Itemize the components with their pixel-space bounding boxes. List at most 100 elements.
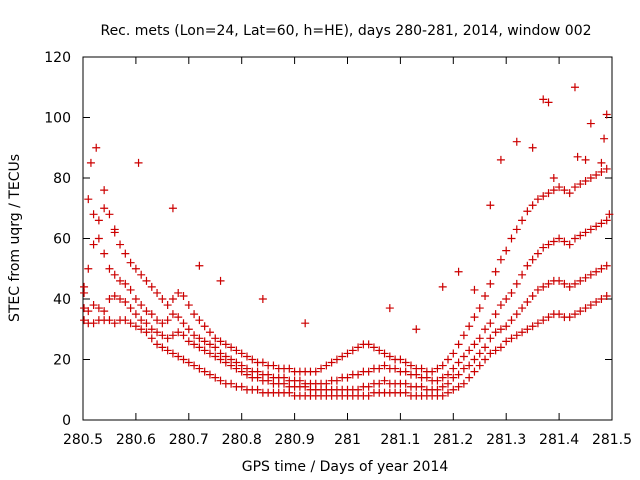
- data-point: [153, 340, 162, 349]
- data-point: [597, 219, 606, 228]
- data-point: [200, 346, 209, 355]
- data-point: [549, 237, 558, 246]
- y-tick-label: 80: [53, 171, 71, 187]
- data-point: [163, 334, 172, 343]
- data-point: [544, 313, 553, 322]
- data-point: [518, 328, 527, 337]
- data-point: [533, 249, 542, 258]
- data-point: [332, 355, 341, 364]
- data-point: [576, 276, 585, 285]
- data-point: [195, 261, 204, 270]
- x-tick-label: 280.9: [275, 432, 315, 448]
- data-point: [496, 155, 505, 164]
- data-point: [84, 195, 93, 204]
- data-point: [147, 325, 156, 334]
- data-point: [89, 301, 98, 310]
- data-point: [496, 343, 505, 352]
- data-point: [491, 310, 500, 319]
- data-point: [465, 346, 474, 355]
- data-point: [322, 361, 331, 370]
- data-point: [444, 355, 453, 364]
- data-point: [502, 337, 511, 346]
- data-point: [348, 346, 357, 355]
- data-point: [481, 355, 490, 364]
- data-point: [92, 143, 101, 152]
- data-point: [549, 186, 558, 195]
- data-point: [126, 319, 135, 328]
- data-point: [581, 177, 590, 186]
- data-point: [131, 295, 140, 303]
- data-point: [195, 334, 204, 343]
- data-point: [512, 310, 521, 319]
- data-point: [100, 204, 109, 213]
- data-point: [533, 285, 542, 294]
- data-point: [512, 225, 521, 234]
- data-point: [570, 83, 579, 92]
- y-tick-label: 20: [53, 353, 71, 369]
- data-point: [507, 334, 516, 343]
- data-point: [364, 391, 373, 400]
- plot-area: [82, 56, 613, 421]
- data-point: [131, 264, 140, 273]
- data-point: [465, 322, 474, 331]
- data-point: [602, 261, 611, 270]
- data-point: [602, 164, 611, 173]
- data-point: [454, 382, 463, 391]
- data-point: [449, 385, 458, 394]
- data-point: [190, 331, 199, 340]
- data-point: [200, 367, 209, 376]
- data-point: [126, 304, 135, 313]
- data-point: [475, 361, 484, 370]
- data-point: [576, 231, 585, 240]
- data-point: [523, 207, 532, 216]
- data-point: [581, 304, 590, 313]
- data-point: [417, 382, 426, 391]
- data-point: [470, 355, 479, 364]
- data-point: [539, 316, 548, 325]
- data-point: [168, 204, 177, 213]
- data-point: [137, 325, 146, 334]
- data-point: [449, 373, 458, 382]
- y-tick-label: 120: [44, 50, 71, 66]
- data-point: [195, 364, 204, 373]
- data-point: [586, 301, 595, 310]
- data-point: [401, 367, 410, 376]
- data-point: [576, 180, 585, 189]
- data-point: [401, 358, 410, 367]
- data-point: [242, 352, 251, 361]
- data-point: [147, 334, 156, 343]
- data-point: [438, 282, 447, 291]
- data-point: [205, 349, 214, 358]
- data-point: [89, 240, 98, 249]
- data-point: [126, 285, 135, 294]
- data-point: [200, 322, 209, 331]
- data-point: [507, 234, 516, 243]
- data-point: [179, 319, 188, 328]
- data-point: [573, 152, 582, 161]
- data-point: [110, 319, 119, 328]
- data-point: [459, 331, 468, 340]
- data-point: [581, 155, 590, 164]
- data-point: [565, 189, 574, 198]
- data-point: [343, 349, 352, 358]
- data-point: [168, 295, 177, 303]
- data-point: [459, 364, 468, 373]
- data-point: [417, 364, 426, 373]
- data-point: [168, 349, 177, 358]
- data-point: [523, 298, 532, 307]
- data-point: [570, 234, 579, 243]
- data-point: [311, 367, 320, 376]
- data-point: [491, 267, 500, 276]
- data-point: [179, 331, 188, 340]
- data-point: [470, 313, 479, 322]
- x-tick-label: 281.5: [592, 432, 632, 448]
- data-point: [438, 361, 447, 370]
- data-point: [327, 358, 336, 367]
- data-point: [438, 373, 447, 382]
- data-point: [190, 310, 199, 319]
- data-point: [158, 319, 167, 328]
- data-point: [110, 270, 119, 279]
- data-point: [158, 295, 167, 303]
- data-point: [486, 279, 495, 288]
